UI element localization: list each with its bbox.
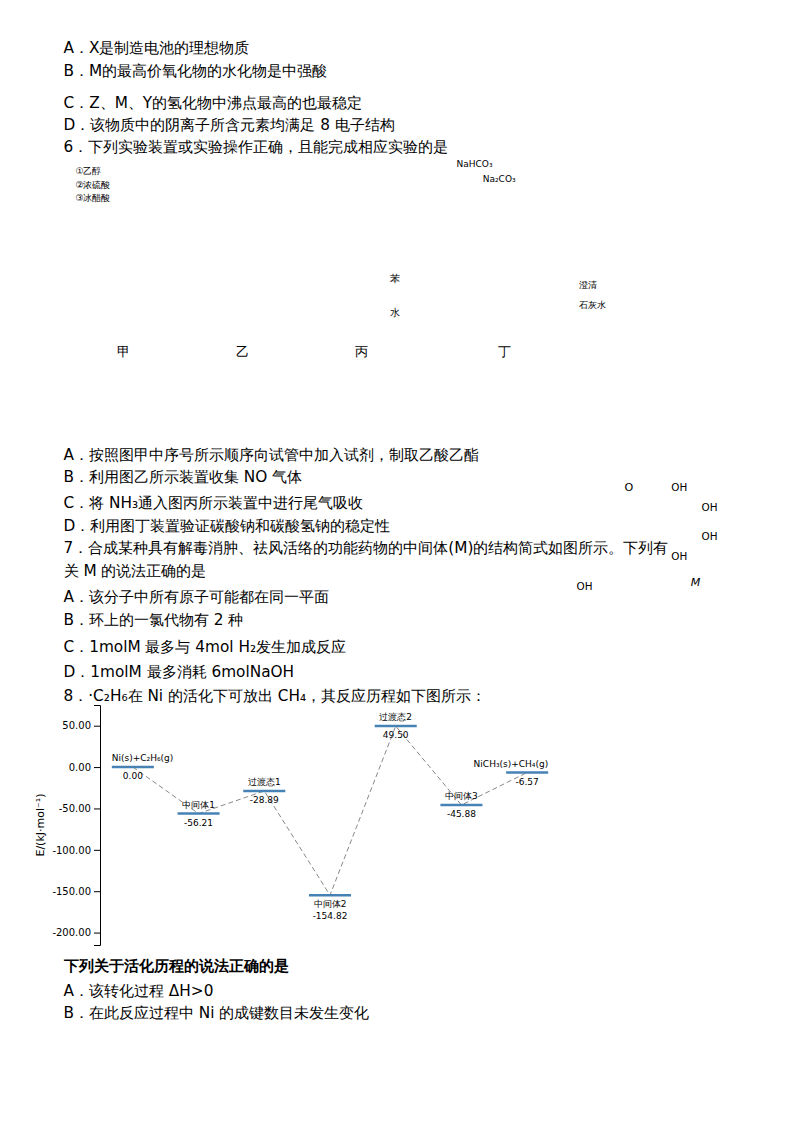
annotation: 8．·C₂H₆在 Ni 的活化下可放出 CH₄，其反应历程如下图所示： [64, 687, 487, 705]
y-tick: -50.00 [59, 803, 100, 814]
connector-line [133, 726, 527, 895]
annotation: B．在此反应过程中 Ni 的成键数目未发生变化 [64, 1004, 370, 1022]
annotation: 水 [390, 307, 400, 318]
annotation: O [625, 481, 634, 494]
category-label: 中间体1 [182, 800, 215, 810]
data-label: -6.57 [515, 777, 538, 787]
energy-level [309, 894, 351, 897]
annotation: 澄清 [579, 280, 597, 290]
y-tick: -100.00 [52, 845, 100, 856]
energy-chart: 50.00 0.00 -50.00 -100.00 -150.00 -200.00 E/(k… [34, 706, 548, 946]
y-tick-label: -200.00 [52, 927, 91, 938]
annotation: 丙 [355, 344, 368, 359]
annotation: 石灰水 [579, 300, 606, 310]
data-label: 0.00 [123, 771, 143, 781]
y-tick-label: -100.00 [52, 845, 91, 856]
annotation: A．按照图甲中序号所示顺序向试管中加入试剂，制取乙酸乙酯 [64, 446, 479, 464]
y-tick-label: 50.00 [62, 720, 91, 731]
category-label: 过渡态1 [248, 777, 281, 787]
annotation: D．利用图丁装置验证碳酸钠和碳酸氢钠的稳定性 [64, 517, 391, 535]
annotation: ①乙醇 [75, 166, 101, 176]
y-tick-label: -150.00 [52, 886, 91, 897]
data-label: 49.50 [383, 730, 409, 740]
y-tick-mark [94, 891, 100, 892]
page-texts: A．X是制造电池的理想物质 B．M的最高价氧化物的水化物是中强酸 C．Z、M、Y的氢… [63, 39, 718, 1022]
annotation: OH [702, 530, 718, 542]
annotation: OH [702, 501, 718, 513]
energy-level [375, 725, 417, 728]
annotation: 甲 [117, 344, 130, 359]
data-label: -154.82 [313, 911, 348, 921]
annotation: D．1molM 最多消耗 6molNaOH [64, 663, 295, 681]
annotation: A．该转化过程 ΔH>0 [64, 982, 214, 1000]
y-tick: 0.00 [69, 762, 100, 773]
annotation: 苯 [390, 273, 400, 284]
annotation: 关 M 的说法正确的是 [64, 562, 207, 580]
annotation: B．利用图乙所示装置收集 NO 气体 [64, 468, 303, 486]
energy-level [178, 812, 220, 815]
y-tick: -150.00 [52, 886, 100, 897]
category-label: NiCH₃(s)+CH₄(g) [474, 759, 549, 769]
annotation: 丁 [498, 344, 511, 359]
energy-level [506, 771, 548, 774]
y-tick-mark [94, 850, 100, 851]
y-tick-label: -50.00 [59, 803, 91, 814]
page: A．X是制造电池的理想物质 B．M的最高价氧化物的水化物是中强酸 C．Z、M、Y的氢… [0, 0, 794, 1123]
annotation: 6．下列实验装置或实验操作正确，且能完成相应实验的是 [64, 138, 449, 156]
y-tick-mark [94, 726, 100, 727]
category-label: 中间体2 [314, 899, 347, 909]
y-axis-title: E/(kJ·mol⁻¹) [34, 793, 47, 856]
data-label: -45.88 [447, 809, 476, 819]
annotation: OH [671, 481, 687, 493]
y-tick: -200.00 [52, 927, 100, 938]
y-tick-mark [94, 808, 100, 809]
y-tick-mark [94, 933, 100, 934]
marks [112, 726, 548, 895]
y-tick: 50.00 [62, 720, 100, 731]
data-label: -56.21 [184, 818, 213, 828]
y-tick-mark [94, 767, 100, 768]
annotation: D．该物质中的阴离子所含元素均满足 8 电子结构 [64, 116, 395, 134]
annotation: B．M的最高价氧化物的水化物是中强酸 [64, 62, 328, 80]
category-label: 过渡态2 [379, 712, 412, 722]
annotation: C．Z、M、Y的氢化物中沸点最高的也最稳定 [64, 94, 363, 112]
annotation: ②浓硫酸 [75, 180, 110, 190]
y-axis: 50.00 0.00 -50.00 -100.00 -150.00 -200.00 [52, 706, 100, 946]
annotation: 乙 [236, 344, 249, 359]
annotation: C．将 NH₃通入图丙所示装置中进行尾气吸收 [64, 494, 364, 512]
energy-level [112, 766, 154, 769]
energy-level [440, 804, 482, 807]
annotation: M [691, 576, 701, 589]
category-label: Ni(s)+C₂H₆(g) [112, 753, 174, 763]
annotation: NaHCO₃ [457, 159, 493, 169]
annotation: B．环上的一氯代物有 2 种 [64, 611, 244, 629]
annotation: 7．合成某种具有解毒消肿、祛风活络的功能药物的中间体(M)的结构简式如图所示。下… [64, 539, 669, 557]
annotation: A．该分子中所有原子可能都在同一平面 [64, 588, 329, 606]
annotation: OH [577, 580, 593, 592]
energy-level [243, 790, 285, 793]
annotation: C．1molM 最多与 4mol H₂发生加成反应 [64, 638, 347, 656]
annotation: A．X是制造电池的理想物质 [64, 39, 250, 57]
y-tick-label: 0.00 [69, 762, 91, 773]
annotation: ③冰醋酸 [75, 193, 110, 203]
annotation: 下列关于活化历程的说法正确的是 [63, 957, 289, 975]
annotation: OH [671, 550, 687, 562]
annotation: Na₂CO₃ [483, 174, 516, 184]
labels: Ni(s)+C₂H₆(g) 0.00 中间体1 -56.21 过渡态1 -28.89 中间体… [112, 712, 548, 921]
y-axis-line [94, 706, 101, 946]
category-label: 中间体3 [445, 791, 478, 801]
data-label: -28.89 [250, 795, 279, 805]
